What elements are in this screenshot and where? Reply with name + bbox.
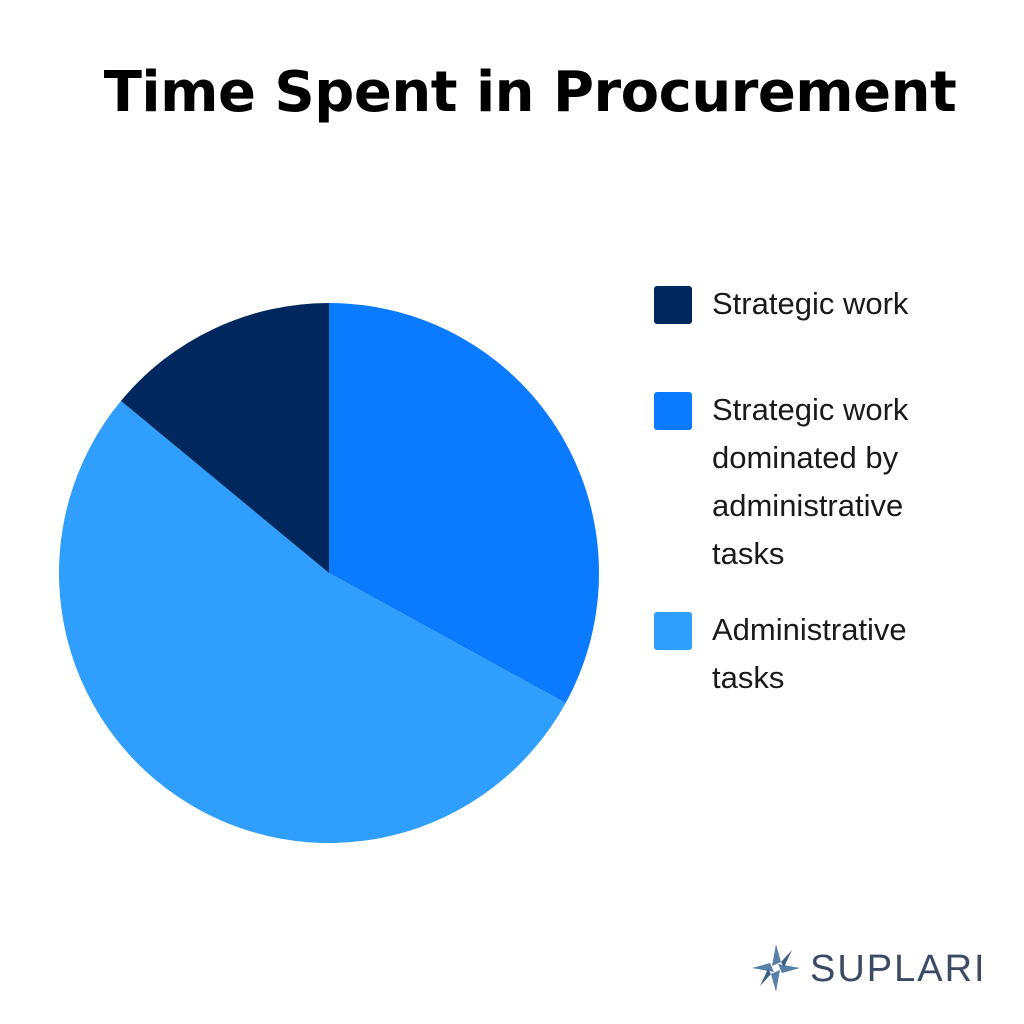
legend-label: Strategic work dominated by administrati…	[712, 392, 909, 571]
legend-swatch	[654, 286, 692, 324]
brand: SUPLARI	[748, 940, 988, 1000]
pie-slice-strategic-work	[120, 303, 329, 573]
legend-label: Administrative tasks	[712, 612, 907, 695]
chart-title: Time Spent in Procurement	[103, 60, 957, 125]
legend-swatch	[654, 392, 692, 430]
legend-swatch	[654, 612, 692, 650]
legend-label: Strategic work	[712, 286, 909, 321]
pie-slice-strategic-work-dominated-by-administrative-tasks	[329, 303, 599, 704]
suplari-star-logo-icon	[752, 944, 800, 992]
brand-name: SUPLARI	[810, 948, 987, 990]
pie-slice-administrative-tasks	[58, 400, 566, 843]
